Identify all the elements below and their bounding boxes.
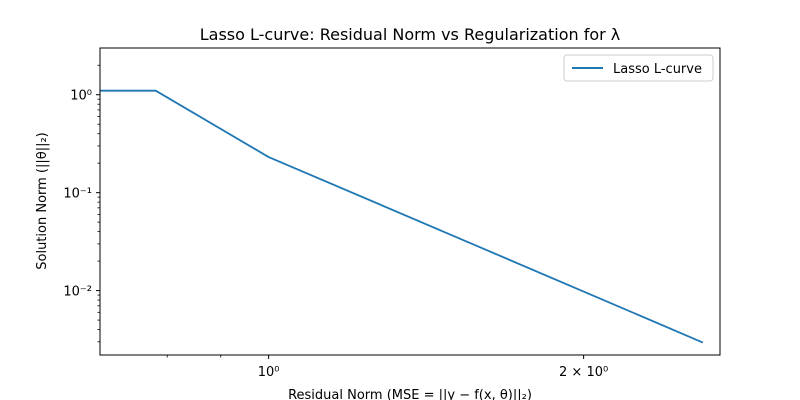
plot-frame — [99, 47, 721, 356]
chart-title: Lasso L-curve: Residual Norm vs Regulari… — [200, 25, 621, 44]
axis-ticks: 10⁰ 2 × 10⁰ 10⁰ 10⁻¹ 10⁻² — [63, 64, 608, 380]
legend-box — [563, 54, 714, 82]
plot-area — [100, 48, 720, 355]
y-tick-label: 10⁰ — [70, 89, 92, 104]
x-tick-label: 2 × 10⁰ — [559, 365, 608, 380]
series-line — [100, 89, 704, 344]
x-axis-label: Residual Norm (MSE = ||y − f(x, θ)||₂) — [288, 388, 532, 400]
y-tick-label: 10⁻² — [63, 285, 92, 300]
y-tick-label: 10⁻¹ — [63, 187, 92, 202]
x-tick-label: 10⁰ — [258, 365, 280, 380]
legend: Lasso L-curve — [563, 54, 714, 82]
legend-label: Lasso L-curve — [613, 62, 702, 77]
y-axis-label: Solution Norm (||θ||₂) — [35, 132, 50, 270]
series-layer — [100, 89, 704, 344]
